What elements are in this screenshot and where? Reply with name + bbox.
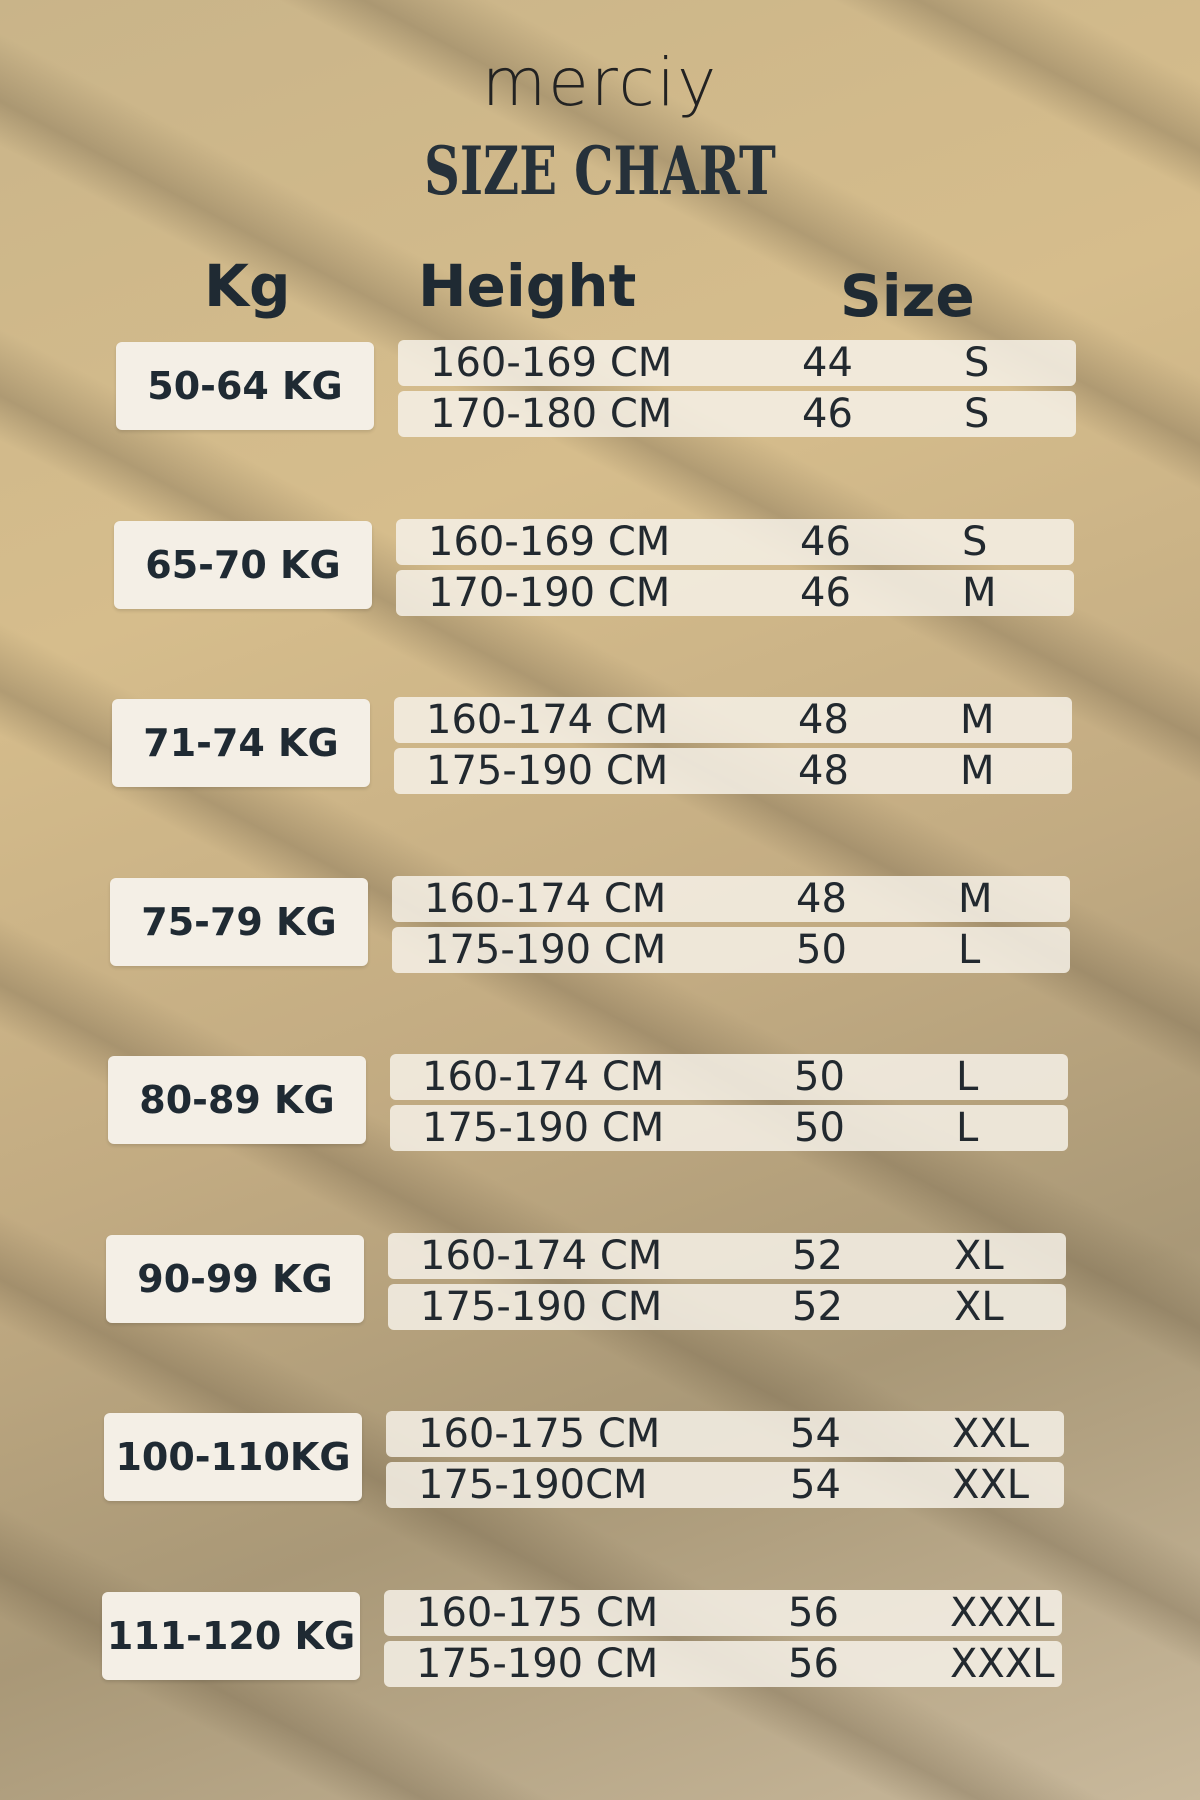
size-number: 46	[800, 569, 851, 616]
table-row: 175-190 CM 48 M	[394, 748, 1072, 794]
height-range: 160-175 CM	[418, 1411, 661, 1457]
table-row: 160-174 CM 50 L	[390, 1054, 1068, 1100]
size-letter: M	[962, 569, 997, 616]
weight-group: 100-110KG 160-175 CM 54 XXL 175-190CM 54…	[0, 1411, 1188, 1511]
size-number: 56	[788, 1589, 839, 1636]
height-range: 175-190 CM	[422, 1105, 665, 1151]
header-size: Size	[840, 262, 975, 330]
height-range: 175-190 CM	[426, 748, 669, 794]
size-letter: M	[960, 697, 995, 743]
size-number: 46	[800, 518, 851, 565]
size-letter: M	[960, 748, 995, 794]
size-letter: S	[964, 340, 990, 386]
table-row: 160-175 CM 56 XXXL	[384, 1589, 1062, 1636]
table-row: 160-169 CM 44 S	[398, 340, 1076, 386]
height-range: 160-174 CM	[424, 875, 667, 922]
size-number: 54	[790, 1411, 841, 1457]
weight-range: 50-64 KG	[116, 342, 374, 430]
table-row: 160-174 CM 48 M	[394, 697, 1072, 743]
height-range: 170-190 CM	[428, 569, 671, 616]
weight-group: 80-89 KG 160-174 CM 50 L 175-190 CM 50 L	[0, 1054, 1192, 1154]
table-row: 175-190 CM 50 L	[390, 1105, 1068, 1151]
weight-group: 75-79 KG 160-174 CM 48 M 175-190 CM 50 L	[0, 875, 1194, 976]
header-kg: Kg	[204, 252, 291, 320]
height-range: 175-190 CM	[416, 1640, 659, 1687]
weight-range: 75-79 KG	[110, 877, 368, 966]
table-row: 160-169 CM 46 S	[396, 518, 1074, 565]
size-number: 50	[796, 926, 847, 973]
size-number: 46	[802, 391, 853, 437]
table-row: 160-175 CM 54 XXL	[386, 1411, 1064, 1457]
weight-range: 80-89 KG	[108, 1056, 366, 1144]
size-number: 56	[788, 1640, 839, 1687]
size-number: 54	[790, 1462, 841, 1508]
weight-range: 100-110KG	[104, 1413, 362, 1501]
height-range: 160-169 CM	[428, 518, 671, 565]
weight-range: 65-70 KG	[114, 520, 372, 609]
size-letter: XL	[954, 1232, 1004, 1279]
height-range: 160-174 CM	[426, 697, 669, 743]
table-row: 160-174 CM 52 XL	[388, 1232, 1066, 1279]
weight-group: 111-120 KG 160-175 CM 56 XXXL 175-190 CM…	[0, 1589, 1186, 1690]
size-letter: L	[956, 1054, 979, 1100]
size-letter: XXL	[952, 1411, 1030, 1457]
size-letter: L	[956, 1105, 979, 1151]
size-letter: M	[958, 875, 993, 922]
table-row: 175-190 CM 52 XL	[388, 1283, 1066, 1330]
height-range: 170-180 CM	[430, 391, 673, 437]
size-letter: XXXL	[950, 1589, 1055, 1636]
size-letter: XXL	[952, 1462, 1030, 1508]
table-row: 170-190 CM 46 M	[396, 569, 1074, 616]
size-number: 48	[796, 875, 847, 922]
weight-group: 90-99 KG 160-174 CM 52 XL 175-190 CM 52 …	[0, 1232, 1190, 1333]
size-number: 48	[798, 697, 849, 743]
table-row: 175-190CM 54 XXL	[386, 1462, 1064, 1508]
size-number: 52	[792, 1283, 843, 1330]
size-letter: L	[958, 926, 981, 973]
weight-group: 71-74 KG 160-174 CM 48 M 175-190 CM 48 M	[0, 697, 1196, 797]
weight-range: 90-99 KG	[106, 1234, 364, 1323]
size-letter: XXXL	[950, 1640, 1055, 1687]
size-number: 44	[802, 340, 853, 386]
table-row: 175-190 CM 56 XXXL	[384, 1640, 1062, 1687]
table-row: 160-174 CM 48 M	[392, 875, 1070, 922]
table-row: 170-180 CM 46 S	[398, 391, 1076, 437]
brand-logo: merciy	[481, 44, 719, 121]
height-range: 175-190CM	[418, 1462, 648, 1508]
height-range: 160-175 CM	[416, 1589, 659, 1636]
weight-range: 111-120 KG	[102, 1591, 360, 1680]
size-number: 48	[798, 748, 849, 794]
height-range: 175-190 CM	[420, 1283, 663, 1330]
size-letter: S	[964, 391, 990, 437]
header-height: Height	[418, 252, 637, 320]
size-letter: XL	[954, 1283, 1004, 1330]
height-range: 160-169 CM	[430, 340, 673, 386]
weight-group: 50-64 KG 160-169 CM 44 S 170-180 CM 46 S	[0, 340, 1200, 440]
page-title: SIZE CHART	[424, 132, 776, 210]
size-letter: S	[962, 518, 988, 565]
height-range: 175-190 CM	[424, 926, 667, 973]
size-number: 52	[792, 1232, 843, 1279]
weight-group: 65-70 KG 160-169 CM 46 S 170-190 CM 46 M	[0, 518, 1198, 619]
table-row: 175-190 CM 50 L	[392, 926, 1070, 973]
size-number: 50	[794, 1105, 845, 1151]
size-number: 50	[794, 1054, 845, 1100]
weight-range: 71-74 KG	[112, 699, 370, 787]
height-range: 160-174 CM	[422, 1054, 665, 1100]
height-range: 160-174 CM	[420, 1232, 663, 1279]
